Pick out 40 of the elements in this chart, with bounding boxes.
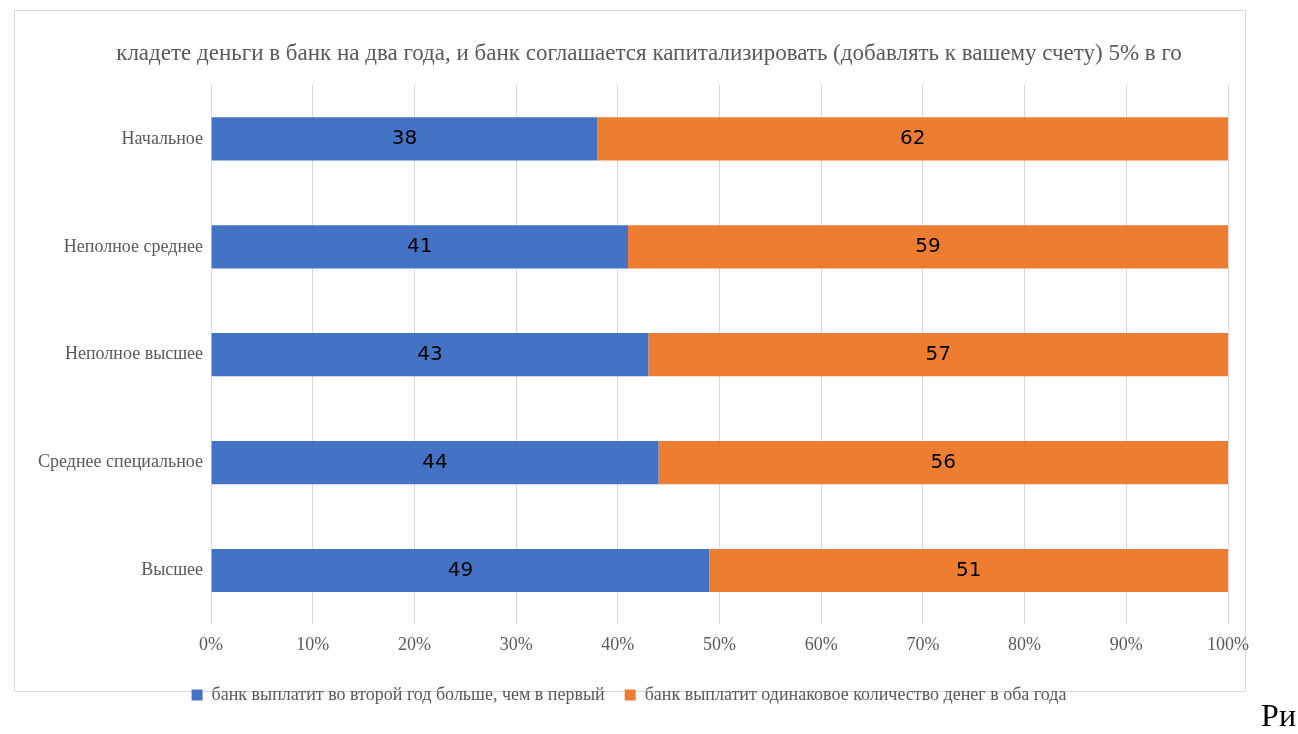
text: Ри: [1261, 697, 1296, 734]
bar: [628, 225, 1228, 269]
y-tick-label: Высшее: [141, 559, 204, 580]
y-tick-label: Начальное: [121, 127, 204, 148]
y-tick-label: Неполное среднее: [63, 235, 204, 256]
bar: [211, 548, 710, 593]
data-label: 59: [915, 233, 941, 258]
x-tick-label: 30%: [499, 633, 533, 654]
x-tick-label: 100%: [1207, 633, 1249, 654]
x-tick-label: 80%: [1008, 633, 1042, 654]
data-label: 49: [447, 556, 474, 581]
x-tick-label: 70%: [906, 633, 940, 654]
legend-label: банк выплатит одинаковое количество денег в оба года: [644, 683, 1067, 704]
legend-label: банк выплатит во второй год больше, чем в первый: [211, 683, 606, 704]
x-tick-label: 20%: [397, 633, 431, 654]
bar: [211, 225, 629, 269]
x-tick-label: 40%: [601, 633, 635, 654]
bar: [211, 333, 649, 377]
bar: [211, 441, 659, 485]
y-tick-label: Неполное высшее: [64, 343, 204, 364]
data-label: 51: [955, 556, 982, 581]
bar: [597, 117, 1228, 161]
data-label: 44: [422, 448, 448, 473]
bar: [648, 333, 1228, 377]
x-tick-label: 90%: [1109, 633, 1143, 654]
chart-title: кладете деньги в банк на два года, и банк соглашается капитализировать (добавлять к вашему счету) 5% в го: [115, 40, 1183, 66]
x-tick-label: 50%: [703, 633, 737, 654]
data-label: 57: [925, 340, 951, 365]
bar: [709, 548, 1228, 593]
bar: [211, 117, 598, 161]
data-label: 56: [930, 448, 956, 473]
x-tick-label: 0%: [199, 633, 224, 654]
data-label: 38: [391, 125, 418, 150]
data-label: 41: [407, 233, 433, 258]
x-tick-label: 10%: [296, 633, 330, 654]
bar: [658, 441, 1228, 485]
data-label: 62: [900, 125, 926, 150]
x-tick-label: 60%: [804, 633, 838, 654]
y-tick-label: Среднее специальное: [37, 451, 204, 472]
data-label: 43: [417, 340, 443, 365]
